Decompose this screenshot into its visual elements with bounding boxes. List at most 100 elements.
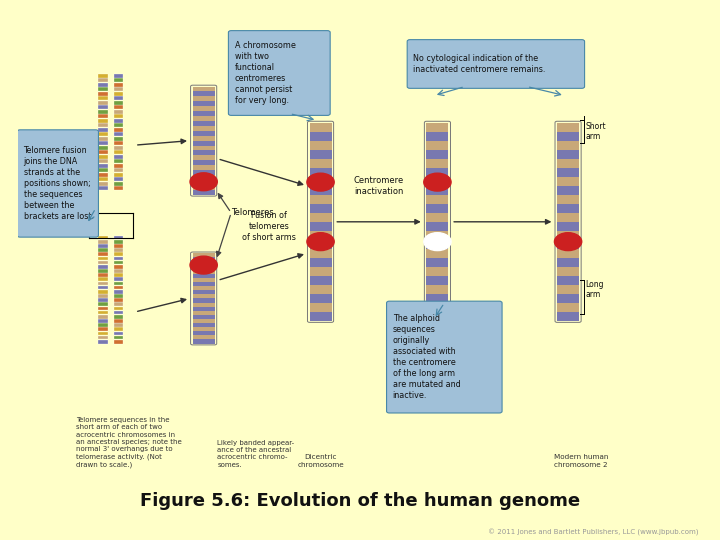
Bar xyxy=(193,131,215,136)
Bar xyxy=(99,127,108,132)
Bar xyxy=(114,253,123,256)
Bar xyxy=(557,240,579,249)
Bar xyxy=(310,294,331,303)
Bar xyxy=(114,159,123,163)
FancyBboxPatch shape xyxy=(17,130,99,237)
Bar xyxy=(114,340,123,343)
Bar xyxy=(99,150,108,154)
Text: A chromosome
with two
functional
centromeres
cannot persist
for very long.: A chromosome with two functional centrom… xyxy=(235,40,295,105)
Bar xyxy=(310,168,331,177)
Bar xyxy=(114,302,123,306)
Bar xyxy=(99,307,108,310)
Bar xyxy=(114,119,123,123)
Bar xyxy=(193,278,215,282)
Bar xyxy=(310,285,331,294)
Bar xyxy=(557,140,579,150)
Bar xyxy=(310,276,331,285)
Bar xyxy=(193,151,215,156)
Bar xyxy=(310,312,331,321)
Bar xyxy=(193,102,215,106)
Bar xyxy=(193,185,215,190)
Bar xyxy=(310,132,331,140)
Circle shape xyxy=(554,233,582,251)
Bar xyxy=(310,204,331,213)
Bar xyxy=(310,186,331,195)
Bar xyxy=(99,302,108,306)
Bar xyxy=(114,141,123,145)
Text: Fusion of
telomeres
of short arms: Fusion of telomeres of short arms xyxy=(242,211,296,242)
Bar xyxy=(193,315,215,319)
Bar xyxy=(114,269,123,273)
Bar xyxy=(310,159,331,168)
Bar xyxy=(193,270,215,274)
Bar xyxy=(99,248,108,252)
Bar xyxy=(99,261,108,265)
Bar xyxy=(114,137,123,140)
Bar xyxy=(193,282,215,286)
Bar xyxy=(114,236,123,240)
Bar xyxy=(193,340,215,343)
Text: Figure 5.6: Evolution of the human genome: Figure 5.6: Evolution of the human genom… xyxy=(140,492,580,510)
Circle shape xyxy=(190,173,217,191)
Bar xyxy=(310,258,331,267)
Bar xyxy=(99,92,108,96)
Bar xyxy=(193,136,215,140)
Bar xyxy=(193,86,215,91)
Bar xyxy=(193,175,215,180)
Bar xyxy=(114,261,123,265)
Bar xyxy=(557,195,579,204)
Bar xyxy=(193,327,215,331)
Bar xyxy=(557,123,579,132)
Bar xyxy=(557,294,579,303)
Bar xyxy=(193,286,215,291)
Bar xyxy=(99,177,108,181)
Bar xyxy=(557,249,579,258)
Bar xyxy=(114,92,123,96)
Circle shape xyxy=(424,173,451,191)
Bar xyxy=(99,236,108,240)
Bar xyxy=(426,150,449,159)
Bar xyxy=(193,331,215,335)
Bar xyxy=(193,299,215,302)
Bar xyxy=(426,312,449,321)
Bar xyxy=(114,110,123,113)
FancyBboxPatch shape xyxy=(408,39,585,89)
Circle shape xyxy=(190,256,217,274)
Bar xyxy=(99,253,108,256)
Bar xyxy=(193,294,215,299)
Text: Long
arm: Long arm xyxy=(585,280,604,299)
Bar xyxy=(114,273,123,277)
Text: Telomeres: Telomeres xyxy=(231,208,274,217)
Text: © 2011 Jones and Bartlett Publishers, LLC (www.jbpub.com): © 2011 Jones and Bartlett Publishers, LL… xyxy=(488,529,698,536)
Bar xyxy=(193,165,215,170)
Bar xyxy=(99,168,108,172)
Bar xyxy=(426,294,449,303)
Bar xyxy=(557,186,579,195)
Bar xyxy=(193,302,215,307)
Bar xyxy=(114,332,123,335)
Bar xyxy=(114,173,123,177)
Bar xyxy=(557,168,579,177)
Bar xyxy=(426,267,449,276)
Bar xyxy=(426,303,449,312)
Bar xyxy=(114,83,123,86)
Bar xyxy=(193,160,215,165)
Bar xyxy=(99,294,108,298)
Bar xyxy=(557,159,579,168)
Bar xyxy=(114,127,123,132)
Bar xyxy=(99,141,108,145)
Bar xyxy=(99,315,108,319)
Bar xyxy=(193,291,215,294)
Text: No cytological indication of the
inactivated centromere remains.: No cytological indication of the inactiv… xyxy=(413,54,546,74)
Bar xyxy=(193,121,215,126)
Bar xyxy=(99,265,108,268)
Bar xyxy=(114,96,123,100)
Bar xyxy=(114,150,123,154)
Bar xyxy=(99,159,108,163)
Bar xyxy=(557,303,579,312)
Bar xyxy=(114,286,123,289)
Bar xyxy=(426,186,449,195)
Bar xyxy=(426,140,449,150)
Bar xyxy=(99,240,108,244)
Bar xyxy=(310,240,331,249)
